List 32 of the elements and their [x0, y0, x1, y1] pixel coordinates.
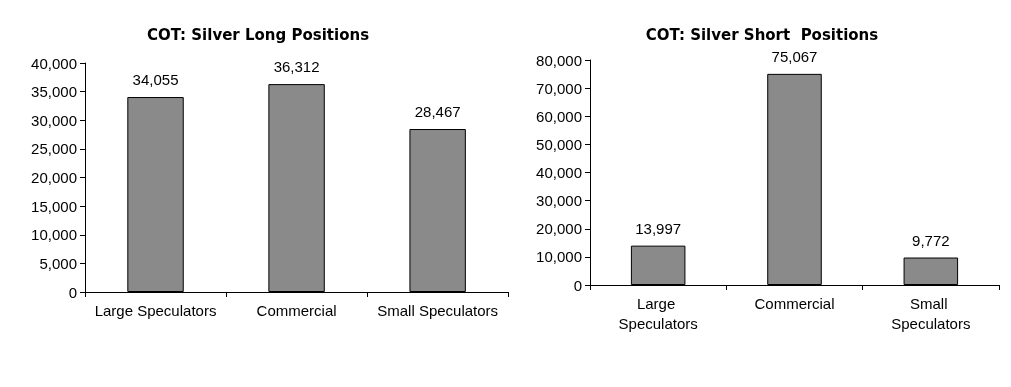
- x-tick-label: Small Speculators: [891, 294, 971, 332]
- x-tick-label: Large Speculators: [618, 294, 698, 332]
- y-tick-label: 35,000: [31, 83, 77, 101]
- x-tick-label: Commercial: [256, 301, 337, 319]
- y-tick-label: 80,000: [536, 51, 582, 69]
- y-tick-label: 60,000: [536, 107, 582, 125]
- x-tick-label: Small Speculators: [377, 301, 499, 319]
- data-label: 9,772: [912, 231, 950, 249]
- chart-title: COT: Silver Short Positions: [645, 25, 879, 44]
- chart-title: COT: Silver Long Positions: [146, 25, 370, 44]
- y-tick-label: 5,000: [39, 254, 77, 272]
- y-tick-label: 10,000: [536, 248, 582, 266]
- y-tick-label: 20,000: [31, 169, 77, 186]
- data-label: 75,067: [771, 47, 818, 65]
- y-tick-label: 40,000: [536, 164, 582, 181]
- y-tick-label: 15,000: [31, 197, 77, 215]
- x-tick-label: Large Speculators: [94, 301, 217, 319]
- y-tick-label: 30,000: [536, 192, 582, 210]
- x-tick-label: Commercial: [754, 294, 835, 312]
- y-tick-label: 0: [68, 283, 77, 301]
- data-label: 34,055: [132, 71, 179, 89]
- y-tick-label: 20,000: [536, 220, 582, 238]
- data-label: 28,467: [414, 103, 461, 121]
- y-tick-label: 10,000: [31, 226, 77, 244]
- y-tick-label: 30,000: [31, 111, 77, 129]
- y-tick-label: 40,000: [31, 54, 77, 72]
- y-tick-label: 50,000: [536, 135, 582, 153]
- y-tick-label: 0: [573, 276, 582, 294]
- data-label: 13,997: [635, 219, 682, 237]
- y-tick-label: 25,000: [31, 140, 77, 158]
- y-tick-label: 70,000: [536, 79, 582, 97]
- data-label: 36,312: [273, 58, 320, 76]
